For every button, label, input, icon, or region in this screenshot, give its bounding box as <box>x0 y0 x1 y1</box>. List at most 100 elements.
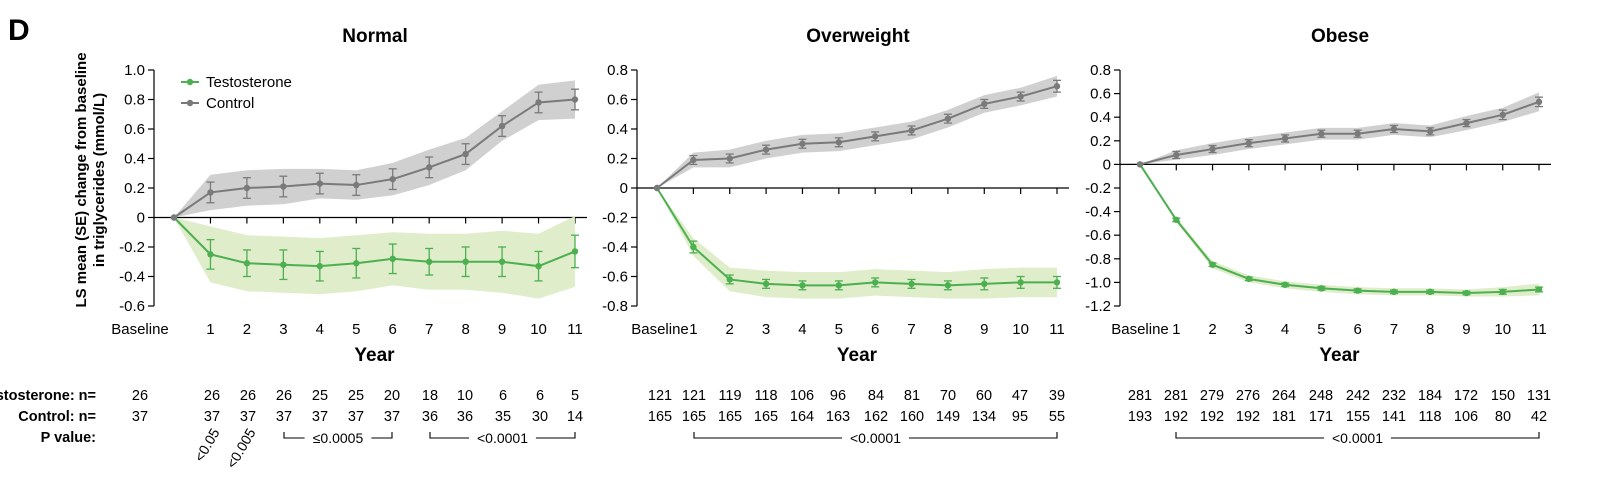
testosterone-n-value: 20 <box>384 388 400 404</box>
testosterone-n-value: 119 <box>718 388 741 404</box>
x-axis-title: Year <box>1319 345 1360 366</box>
x-axis-title: Year <box>354 345 395 366</box>
control-point <box>944 115 952 122</box>
testosterone-point <box>280 261 287 268</box>
legend: Testosterone Control <box>181 74 292 112</box>
chart-panels: Normal -0.6 -0.4 -0.2 0 0.2 0.4 0.6 0.8 1.0 Baseli… <box>111 26 1551 471</box>
x-tick-label: 11 <box>1049 321 1065 338</box>
testosterone-point <box>425 258 433 265</box>
pvalue-rotated: <0.005 <box>223 425 259 471</box>
control-n-value: 160 <box>900 409 924 425</box>
control-point <box>280 183 287 190</box>
control-n-value: 181 <box>1272 409 1296 425</box>
testosterone-n-value: 25 <box>348 388 364 404</box>
control-point <box>316 180 324 187</box>
y-tick-label: 0.2 <box>124 180 145 197</box>
pvalue-text: ≤0.0005 <box>313 430 364 446</box>
control-point <box>170 214 178 221</box>
y-tick-label: 0 <box>620 180 628 197</box>
testosterone-n-value: 281 <box>1128 388 1152 404</box>
control-n-value: 37 <box>312 409 328 425</box>
testosterone-point <box>1499 288 1506 296</box>
legend-label: Testosterone <box>206 74 292 91</box>
testosterone-point <box>498 258 506 265</box>
control-point <box>1463 119 1470 127</box>
pvalue-text: <0.0001 <box>1332 430 1383 446</box>
testosterone-point <box>1173 216 1180 224</box>
control-point <box>207 189 214 196</box>
control-point <box>1136 161 1144 168</box>
control-n-value: 35 <box>495 409 511 425</box>
control-n-value: 37 <box>276 409 292 425</box>
control-n-value: 37 <box>132 409 148 425</box>
control-n-value: 80 <box>1495 409 1511 425</box>
testosterone-point <box>1281 281 1289 288</box>
testosterone-point <box>1426 288 1434 296</box>
testosterone-n-value: 60 <box>976 388 992 404</box>
control-band <box>1140 92 1539 165</box>
control-line <box>173 98 576 219</box>
control-point <box>690 156 697 164</box>
control-point <box>1499 111 1506 119</box>
testosterone-n-value: 276 <box>1236 388 1260 404</box>
testosterone-point <box>1390 288 1398 296</box>
control-n-value: 55 <box>1049 409 1065 425</box>
x-tick-label: 9 <box>980 321 988 338</box>
control-n-value: 106 <box>1454 409 1478 425</box>
control-n-value: 165 <box>754 409 778 425</box>
y-tick-label: -0.6 <box>1085 227 1111 244</box>
control-n-value: 165 <box>682 409 706 425</box>
testosterone-point <box>1053 279 1061 286</box>
testosterone-n-label: Testosterone: n= <box>0 388 96 404</box>
x-tick-label: 11 <box>567 321 583 338</box>
legend-marker <box>186 99 194 107</box>
testosterone-n-value: 10 <box>457 388 473 404</box>
testosterone-point <box>871 279 879 286</box>
pvalue-text: <0.0001 <box>477 430 528 446</box>
testosterone-n-value: 150 <box>1491 388 1515 404</box>
y-tick-label: 0 <box>1103 156 1111 173</box>
control-n-value: 163 <box>826 409 850 425</box>
y-tick-label: 1.0 <box>124 62 145 79</box>
x-tick-label: 5 <box>835 321 843 338</box>
control-n-value: 118 <box>1418 409 1441 425</box>
control-point <box>1245 139 1253 147</box>
testosterone-line <box>656 187 1057 287</box>
y-tick-label: -1.0 <box>1085 274 1111 291</box>
panel-normal: Normal -0.6 -0.4 -0.2 0 0.2 0.4 0.6 0.8 1.0 Baseli… <box>111 26 587 471</box>
x-tick-label: Baseline <box>111 321 169 338</box>
y-tick-label: 0.4 <box>607 121 628 138</box>
control-point <box>726 155 733 162</box>
chart-title: Overweight <box>806 26 910 47</box>
y-axis-title-line2: in triglycerides (mmol/L) <box>91 93 108 267</box>
x-tick-label: 10 <box>1494 321 1511 338</box>
testosterone-n-value: 26 <box>132 388 148 404</box>
control-n-value: 14 <box>567 409 583 425</box>
y-tick-label: 0 <box>137 210 145 227</box>
testosterone-point <box>799 282 806 289</box>
control-point <box>389 175 396 183</box>
y-tick-label: -0.6 <box>602 269 628 286</box>
x-tick-label: 4 <box>1281 321 1289 338</box>
x-tick-label: 9 <box>1462 321 1470 338</box>
y-tick-label: -0.4 <box>602 239 628 256</box>
testosterone-n-value: 26 <box>240 388 256 404</box>
testosterone-point <box>835 282 843 289</box>
panel-obese: Obese -1.2 -1.0 -0.8 -0.6 -0.4 -0.2 0 0.2 0.4 0.6 0… <box>1085 26 1551 446</box>
control-line <box>1139 100 1540 166</box>
control-point <box>1209 145 1216 153</box>
testosterone-n-value: 84 <box>868 388 884 404</box>
y-tick-label: -0.2 <box>602 210 628 227</box>
x-tick-label: 2 <box>1208 321 1216 338</box>
testosterone-n-value: 18 <box>422 388 438 404</box>
control-point <box>1535 98 1543 106</box>
testosterone-point <box>1354 287 1361 294</box>
pvalue-bracket <box>429 432 470 439</box>
testosterone-n-value: 25 <box>312 388 328 404</box>
control-n-value: 162 <box>864 409 888 425</box>
control-n-value: 149 <box>936 409 960 425</box>
testosterone-point <box>762 280 770 288</box>
control-line <box>656 85 1058 189</box>
testosterone-point <box>243 260 251 267</box>
control-n-value: 165 <box>648 409 672 425</box>
